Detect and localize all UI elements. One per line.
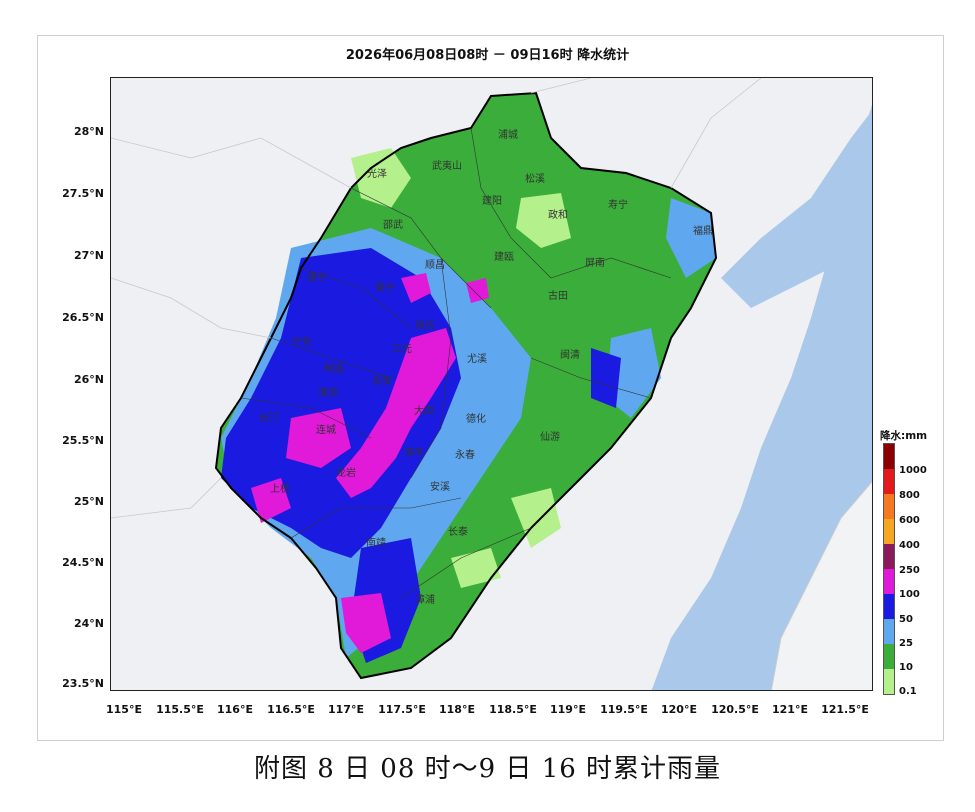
legend-label: 600 <box>899 515 920 526</box>
legend-label: 400 <box>899 540 920 551</box>
county-label: 福鼎 <box>693 226 713 237</box>
legend-swatch-25 <box>884 619 894 644</box>
county-label: 武夷山 <box>432 161 462 172</box>
legend-colorbar <box>883 443 895 695</box>
county-label: 古田 <box>548 291 568 302</box>
legend-label: 250 <box>899 565 920 576</box>
legend-label: 800 <box>899 490 920 501</box>
x-tick-label: 121°E <box>772 703 808 716</box>
x-tick-label: 121.5°E <box>821 703 869 716</box>
y-tick-label: 27.5°N <box>62 187 104 200</box>
legend-label: 0.1 <box>899 686 917 697</box>
county-label: 大田 <box>414 406 434 417</box>
x-tick-label: 118.5°E <box>489 703 537 716</box>
fujian-rainfall <box>216 93 716 678</box>
sea-area <box>651 104 872 690</box>
neighbor-boundaries <box>111 78 762 519</box>
x-tick-label: 120°E <box>661 703 697 716</box>
county-label: 邵武 <box>383 220 403 231</box>
county-label: 闽清 <box>560 350 580 361</box>
legend-label: 10 <box>899 662 913 673</box>
county-label: 长汀 <box>259 413 279 424</box>
legend-swatch-400 <box>884 519 894 544</box>
county-label: 长泰 <box>448 527 468 538</box>
y-tick-label: 26.5°N <box>62 311 104 324</box>
x-tick-label: 117.5°E <box>378 703 426 716</box>
county-label: 漳平 <box>404 448 424 459</box>
county-label: 光泽 <box>367 169 387 180</box>
legend-title: 降水:mm <box>880 430 928 442</box>
x-tick-label: 115.5°E <box>156 703 204 716</box>
legend-swatch-50 <box>884 594 894 619</box>
y-tick-label: 28°N <box>73 125 104 138</box>
legend-swatch-0.1 <box>884 669 894 694</box>
county-label: 龙岩 <box>336 468 356 479</box>
y-tick-label: 24.5°N <box>62 556 104 569</box>
legend-label: 25 <box>899 638 913 649</box>
county-label: 连城 <box>316 425 336 436</box>
fujian-border <box>214 91 718 680</box>
county-label: 上杭 <box>270 484 290 495</box>
x-tick-label: 116°E <box>217 703 253 716</box>
y-tick-label: 25°N <box>73 495 104 508</box>
county-label: 屏南 <box>585 258 605 269</box>
legend-swatch-600 <box>884 494 894 519</box>
figure-caption: 附图 8 日 08 时～9 日 16 时累计雨量 <box>253 754 722 784</box>
county-label: 建瓯 <box>494 252 514 263</box>
county-label: 清流 <box>318 388 338 399</box>
x-tick-label: 117°E <box>328 703 364 716</box>
county-label: 将乐 <box>415 321 435 332</box>
x-tick-label: 119.5°E <box>600 703 648 716</box>
y-tick-label: 27°N <box>73 249 104 262</box>
map-title: 2026年06月08日08时 － 09日16时 降水统计 <box>345 48 630 63</box>
legend-label: 1000 <box>899 465 927 476</box>
county-label: 寿宁 <box>608 200 628 211</box>
y-tick-label: 23.5°N <box>62 677 104 690</box>
county-label: 尤溪 <box>467 354 487 365</box>
legend-swatch-100 <box>884 569 894 594</box>
legend-swatch-10 <box>884 644 894 669</box>
rain-0.1mm-zone <box>351 148 411 208</box>
legend-swatch-1000 <box>884 444 894 469</box>
legend-swatch-250 <box>884 544 894 569</box>
x-tick-label: 120.5°E <box>711 703 759 716</box>
county-label: 南靖 <box>366 538 386 549</box>
x-tick-label: 115°E <box>106 703 142 716</box>
county-label: 建阳 <box>482 196 502 207</box>
x-tick-label: 119°E <box>550 703 586 716</box>
county-label: 泰宁 <box>375 283 395 294</box>
county-label: 德化 <box>466 414 486 425</box>
county-label: 松溪 <box>525 174 545 185</box>
county-label: 永安 <box>372 376 392 387</box>
county-label: 政和 <box>548 210 568 221</box>
precipitation-map <box>110 77 873 691</box>
county-label: 浦城 <box>498 130 518 141</box>
x-tick-label: 116.5°E <box>267 703 315 716</box>
county-label: 安溪 <box>430 482 450 493</box>
county-label: 永春 <box>455 450 475 461</box>
sea-north <box>721 110 872 308</box>
county-label: 漳浦 <box>415 595 435 606</box>
county-label: 三元 <box>392 344 412 355</box>
x-tick-label: 118°E <box>439 703 475 716</box>
legend-label: 100 <box>899 589 920 600</box>
y-tick-label: 26°N <box>73 373 104 386</box>
taiwan-island <box>770 480 872 690</box>
legend-swatch-800 <box>884 469 894 494</box>
legend-label: 50 <box>899 614 913 625</box>
county-boundaries <box>240 127 672 599</box>
county-label: 建宁 <box>307 273 327 284</box>
rain-100mm-zone <box>336 328 456 498</box>
county-label: 宁化 <box>292 337 312 348</box>
county-label: 仙游 <box>540 432 560 443</box>
y-tick-label: 24°N <box>73 617 104 630</box>
county-label: 明溪 <box>324 364 344 375</box>
county-label: 顺昌 <box>425 260 445 271</box>
y-tick-label: 25.5°N <box>62 434 104 447</box>
